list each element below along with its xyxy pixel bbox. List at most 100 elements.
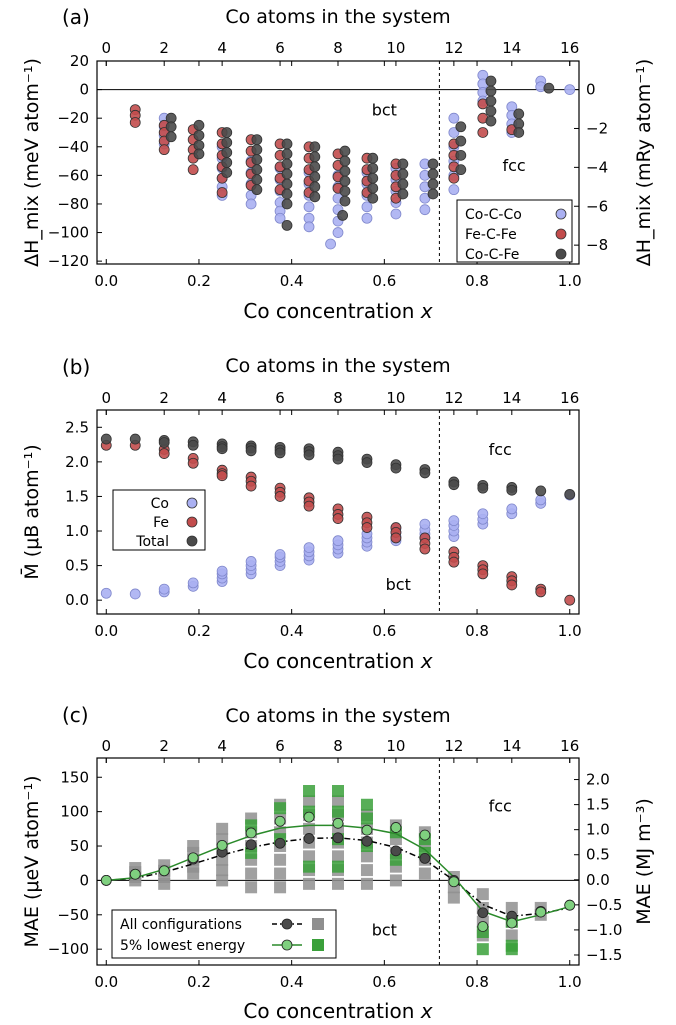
y-tick-label: 0 <box>79 871 89 889</box>
phase-label: fcc <box>489 797 512 816</box>
top-tick-label: 10 <box>386 737 405 755</box>
x-tick-label: 1.0 <box>558 973 582 991</box>
data-point <box>274 491 286 502</box>
data-point <box>535 586 547 598</box>
mean-point <box>274 815 286 827</box>
x-tick-label: 0.8 <box>465 272 489 290</box>
legend-box <box>456 199 573 263</box>
mean-point <box>419 829 431 841</box>
data-point <box>193 119 205 131</box>
data-point <box>506 579 518 591</box>
data-point <box>477 482 489 494</box>
distribution-marker <box>389 853 402 866</box>
y2-tick-label: 2.0 <box>586 771 610 789</box>
series-fe <box>100 439 576 606</box>
data-point <box>216 443 228 455</box>
distribution-marker <box>505 929 518 942</box>
y-tick-label: −80 <box>57 195 89 213</box>
y2-tick-label: 0 <box>586 81 596 99</box>
data-point <box>332 453 344 465</box>
x-tick-label: 0.2 <box>187 622 211 640</box>
data-point <box>455 135 467 147</box>
data-point <box>193 129 205 141</box>
data-point <box>390 462 402 474</box>
data-point <box>158 437 170 448</box>
series-co-c-fe <box>165 75 555 231</box>
distribution-marker <box>418 867 431 880</box>
data-point <box>158 144 170 156</box>
data-point <box>216 187 228 198</box>
data-point <box>361 457 373 468</box>
y-tick-label: −100 <box>48 940 89 958</box>
legend-marker <box>281 939 293 951</box>
data-point <box>397 178 409 190</box>
x-tick-label: 0.6 <box>372 973 396 991</box>
x-axis-title: Co concentration x <box>243 299 432 323</box>
top-tick-label: 4 <box>217 737 227 755</box>
data-point <box>455 121 467 133</box>
legend: Co-C-Co Fe-C-Fe Co-C-Fe <box>456 199 573 263</box>
data-point <box>397 158 409 170</box>
distribution-marker <box>274 881 287 894</box>
data-point <box>397 168 409 180</box>
distribution-marker <box>476 888 489 901</box>
data-point <box>427 188 439 200</box>
top-tick-label: 0 <box>101 737 111 755</box>
phase-label: bct <box>372 920 397 939</box>
data-point <box>513 108 525 120</box>
distribution-marker <box>505 943 518 956</box>
distribution-marker <box>447 891 460 904</box>
data-point <box>309 191 321 203</box>
data-point <box>367 182 379 194</box>
y-tick-label: −100 <box>48 224 89 242</box>
data-point <box>165 121 177 133</box>
data-point <box>245 556 257 567</box>
y2-tick-label: −1.5 <box>586 946 622 964</box>
distribution-marker <box>216 874 229 887</box>
top-tick-label: 14 <box>502 39 521 57</box>
legend-label: 5% lowest energy <box>120 938 245 954</box>
top-tick-label: 2 <box>159 389 169 407</box>
panel-label-c: (c) <box>62 703 89 727</box>
data-point <box>221 157 233 168</box>
mean-point <box>332 832 344 844</box>
top-axis-title: Co atoms in the system <box>225 6 450 28</box>
data-point <box>281 178 293 190</box>
data-point <box>455 149 467 161</box>
data-point <box>281 198 293 210</box>
top-tick-label: 2 <box>159 737 169 755</box>
data-point <box>221 127 233 138</box>
distribution-marker <box>245 867 258 880</box>
data-point <box>332 535 344 547</box>
distribution-marker <box>332 805 344 818</box>
distribution-marker <box>505 901 518 914</box>
data-point <box>339 155 351 167</box>
top-tick-label: 6 <box>275 389 285 407</box>
data-point <box>165 131 177 143</box>
y2-tick-label: −0.5 <box>586 896 622 914</box>
distribution-marker <box>360 864 373 877</box>
y2-tick-label: −1.0 <box>586 921 622 939</box>
y-tick-label: −20 <box>57 109 89 127</box>
data-point <box>427 178 439 190</box>
top-tick-label: 4 <box>217 39 227 57</box>
distribution-marker <box>274 867 287 880</box>
data-point <box>419 518 431 530</box>
x-tick-label: 0.0 <box>94 272 118 290</box>
mean-point <box>100 875 112 886</box>
top-tick-label: 10 <box>386 39 405 57</box>
x-tick-label: 0.4 <box>280 973 304 991</box>
top-tick-label: 8 <box>333 737 343 755</box>
legend-square-marker <box>312 939 324 951</box>
phase-label: bct <box>386 575 411 594</box>
y2-tick-label: −6 <box>586 197 608 215</box>
y-tick-label: −60 <box>57 166 89 184</box>
data-point <box>251 184 263 196</box>
data-point <box>303 449 315 461</box>
legend-label: Co-C-Co <box>465 207 522 223</box>
series-total <box>100 433 576 500</box>
x-tick-label: 0.4 <box>280 622 304 640</box>
y-tick-label: 20 <box>70 52 89 70</box>
data-point <box>427 168 439 180</box>
top-tick-label: 16 <box>560 389 579 407</box>
